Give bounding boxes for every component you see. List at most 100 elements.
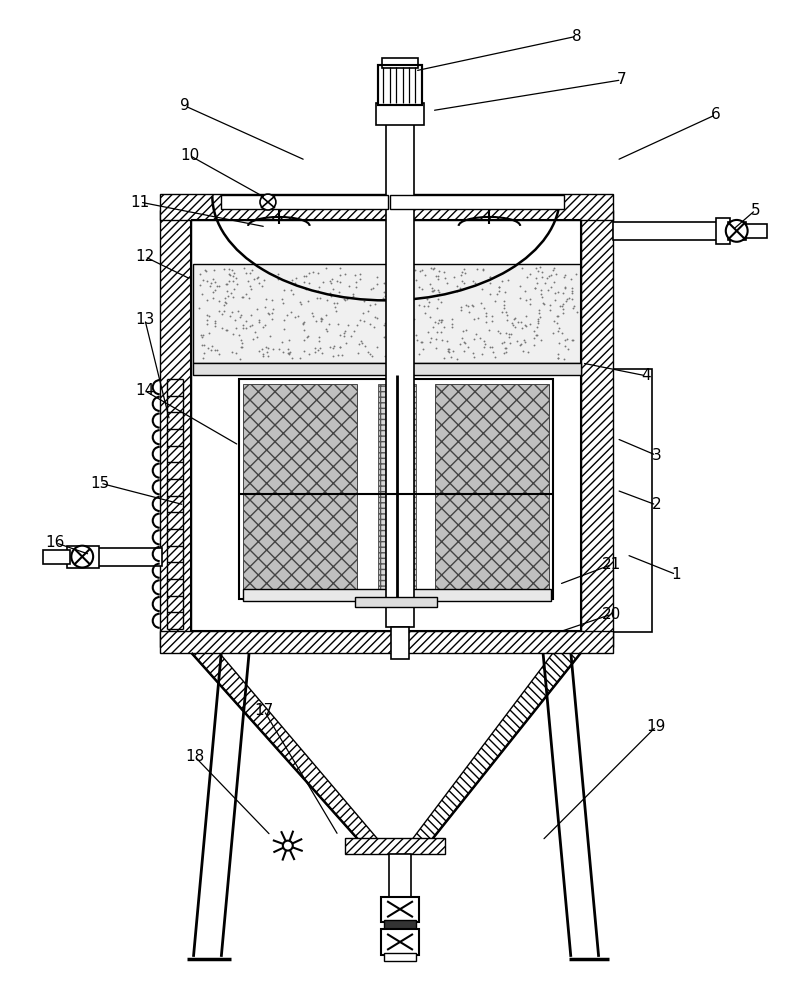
- Point: [484, 269, 497, 285]
- Bar: [382, 58, 418, 68]
- Point: [371, 269, 384, 285]
- Point: [491, 286, 504, 302]
- Point: [400, 323, 413, 339]
- Point: [528, 337, 541, 353]
- Point: [532, 305, 545, 321]
- Point: [208, 313, 221, 329]
- Point: [264, 328, 277, 344]
- Point: [240, 265, 253, 281]
- Point: [330, 295, 343, 311]
- Point: [294, 350, 307, 366]
- Point: [487, 344, 500, 360]
- Point: [228, 312, 241, 328]
- Point: [508, 311, 521, 327]
- Point: [527, 323, 540, 339]
- Point: [423, 276, 436, 292]
- Text: 17: 17: [254, 703, 274, 718]
- Point: [202, 340, 215, 356]
- Point: [524, 291, 537, 307]
- Point: [250, 301, 263, 317]
- Point: [467, 298, 480, 314]
- Bar: [243, 589, 551, 601]
- Point: [442, 341, 455, 357]
- Text: 7: 7: [616, 72, 626, 87]
- Point: [204, 278, 217, 294]
- Text: 14: 14: [135, 383, 155, 398]
- Point: [501, 272, 514, 288]
- Point: [369, 296, 382, 312]
- Point: [409, 327, 422, 343]
- Point: [283, 332, 296, 348]
- Point: [278, 321, 291, 337]
- Point: [394, 327, 407, 343]
- Point: [236, 289, 249, 305]
- Point: [273, 341, 286, 357]
- Point: [560, 291, 573, 307]
- Point: [306, 308, 319, 324]
- Bar: [194, 264, 581, 363]
- Point: [469, 275, 482, 291]
- Point: [495, 273, 508, 289]
- Point: [432, 271, 445, 287]
- Point: [483, 322, 496, 338]
- Point: [314, 311, 327, 327]
- Point: [412, 279, 425, 295]
- Point: [505, 326, 518, 342]
- Point: [235, 339, 248, 355]
- Point: [559, 332, 572, 348]
- Point: [193, 300, 206, 316]
- Point: [388, 324, 401, 340]
- Point: [544, 302, 556, 318]
- Point: [316, 345, 329, 361]
- Point: [364, 316, 377, 332]
- Point: [347, 323, 360, 339]
- Point: [433, 284, 446, 300]
- Point: [394, 348, 407, 364]
- Point: [377, 291, 390, 307]
- Point: [565, 271, 578, 287]
- Point: [208, 318, 221, 334]
- Bar: [435, 384, 549, 595]
- Point: [497, 300, 510, 316]
- Point: [407, 259, 420, 275]
- Point: [433, 263, 446, 279]
- Point: [484, 269, 497, 285]
- Point: [416, 262, 428, 278]
- Point: [301, 328, 314, 344]
- Point: [314, 310, 327, 326]
- Point: [563, 290, 576, 306]
- Point: [237, 289, 249, 305]
- Point: [496, 335, 509, 351]
- Point: [257, 272, 270, 288]
- Point: [438, 270, 451, 286]
- Point: [339, 292, 352, 308]
- Point: [476, 262, 489, 278]
- Point: [492, 279, 505, 295]
- Point: [326, 271, 339, 287]
- Point: [350, 317, 363, 333]
- Point: [295, 296, 308, 312]
- Point: [404, 281, 417, 297]
- Point: [320, 260, 333, 276]
- Point: [542, 282, 555, 298]
- Point: [248, 271, 261, 287]
- Point: [371, 310, 384, 326]
- Point: [488, 349, 501, 365]
- Point: [302, 346, 315, 362]
- Point: [546, 262, 559, 278]
- Point: [334, 339, 347, 355]
- Bar: [42, 550, 70, 564]
- Point: [219, 294, 232, 310]
- Point: [435, 314, 448, 330]
- Point: [333, 339, 346, 355]
- Point: [198, 345, 211, 361]
- Point: [519, 292, 532, 308]
- Point: [492, 283, 505, 299]
- Point: [227, 268, 240, 284]
- Point: [488, 293, 501, 309]
- Point: [459, 322, 472, 338]
- Point: [329, 299, 342, 315]
- Point: [443, 344, 456, 360]
- Point: [201, 307, 214, 323]
- Point: [207, 290, 220, 306]
